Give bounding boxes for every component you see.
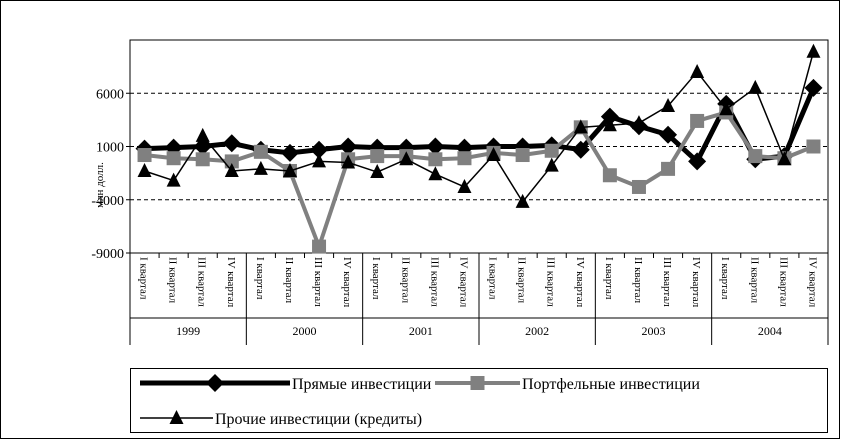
x-group-label: 2003 xyxy=(642,324,666,338)
y-tick-label: 1000 xyxy=(96,141,124,156)
point xyxy=(222,134,241,153)
point xyxy=(428,166,443,181)
x-tick-label: IV квартал xyxy=(806,257,818,308)
point xyxy=(602,168,617,183)
x-tick-label: I квартал xyxy=(370,257,382,300)
x-tick-label: IV квартал xyxy=(574,257,586,308)
point xyxy=(312,153,327,168)
point xyxy=(515,193,530,208)
point xyxy=(571,140,590,159)
x-tick-label: III квартал xyxy=(661,257,673,307)
legend-label: Прямые инвестиции xyxy=(292,376,432,393)
point xyxy=(370,149,385,164)
point xyxy=(748,149,763,164)
point xyxy=(600,107,619,126)
point xyxy=(339,137,358,156)
x-tick-label: IV квартал xyxy=(457,257,469,308)
x-tick-label: I квартал xyxy=(138,257,150,300)
point xyxy=(224,162,239,177)
point xyxy=(253,160,268,175)
point xyxy=(804,78,823,97)
x-group-label: 2004 xyxy=(758,324,782,338)
point xyxy=(573,119,588,134)
point xyxy=(748,79,763,94)
x-tick-label: I квартал xyxy=(254,257,266,300)
point xyxy=(341,154,356,169)
point xyxy=(661,98,676,113)
x-tick-label: IV квартал xyxy=(341,257,353,308)
legend-marker xyxy=(206,374,224,392)
point xyxy=(457,178,472,193)
x-group-label: 2001 xyxy=(409,324,433,338)
point xyxy=(688,152,707,171)
point xyxy=(719,101,734,116)
point xyxy=(282,162,297,177)
x-group-label: 2000 xyxy=(293,324,317,338)
point xyxy=(544,143,559,158)
x-tick-label: III квартал xyxy=(428,257,440,307)
x-tick-label: IV квартал xyxy=(690,257,702,308)
x-tick-label: II квартал xyxy=(399,257,411,304)
x-group-label: 1999 xyxy=(176,324,200,338)
point xyxy=(661,161,676,176)
point xyxy=(515,148,530,163)
point xyxy=(166,172,181,187)
point xyxy=(195,152,210,167)
x-tick-label: II квартал xyxy=(516,257,528,304)
point xyxy=(777,151,792,166)
x-tick-label: III квартал xyxy=(777,257,789,307)
point xyxy=(457,151,472,166)
point xyxy=(280,143,299,162)
x-tick-label: I квартал xyxy=(603,257,615,300)
legend-marker xyxy=(169,410,184,424)
point xyxy=(253,144,268,159)
point xyxy=(166,151,181,166)
point xyxy=(806,43,821,58)
point xyxy=(224,154,239,169)
point xyxy=(370,164,385,179)
point xyxy=(486,147,501,162)
point xyxy=(659,125,678,144)
legend-label: Прочие инвестиции (кредиты) xyxy=(215,411,422,428)
x-tick-label: III квартал xyxy=(312,257,324,307)
y-tick-label: -4000 xyxy=(91,194,124,209)
point xyxy=(312,239,327,254)
point xyxy=(137,162,152,177)
x-tick-label: I квартал xyxy=(487,257,499,300)
x-tick-label: I квартал xyxy=(719,257,731,300)
point xyxy=(544,157,559,172)
point xyxy=(137,148,152,163)
series-line xyxy=(144,51,815,203)
legend-label: Портфельные инвестиции xyxy=(522,376,700,393)
point xyxy=(426,137,445,156)
x-tick-label: II квартал xyxy=(748,257,760,304)
point xyxy=(806,139,821,154)
point xyxy=(631,179,646,194)
point xyxy=(399,151,414,166)
y-tick-label: -9000 xyxy=(91,247,124,262)
point xyxy=(602,117,617,132)
point xyxy=(690,63,705,78)
x-tick-label: III квартал xyxy=(545,257,557,307)
point xyxy=(690,113,705,128)
point xyxy=(631,115,646,130)
y-axis-label: млн долл. xyxy=(94,162,106,208)
point xyxy=(428,152,443,167)
point xyxy=(310,140,329,159)
x-tick-label: II квартал xyxy=(632,257,644,304)
x-tick-label: III квартал xyxy=(196,257,208,307)
x-group-label: 2002 xyxy=(525,324,549,338)
x-tick-label: II квартал xyxy=(283,257,295,304)
x-tick-label: IV квартал xyxy=(225,257,237,308)
x-tick-label: II квартал xyxy=(167,257,179,304)
point xyxy=(195,127,210,142)
y-tick-label: 6000 xyxy=(96,87,124,102)
legend-marker xyxy=(470,376,485,390)
